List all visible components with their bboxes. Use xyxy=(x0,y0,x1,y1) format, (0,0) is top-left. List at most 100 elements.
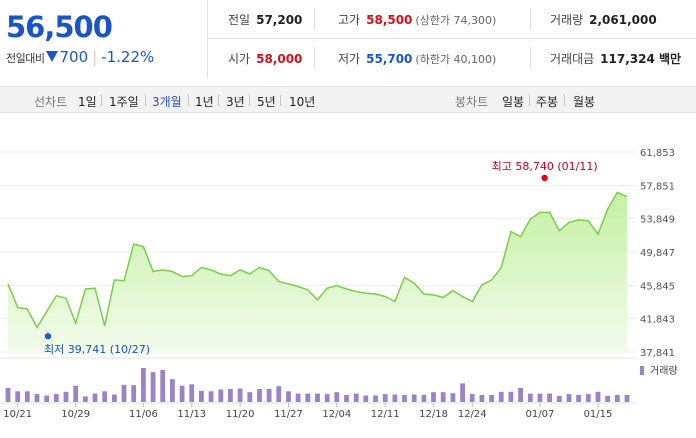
price-line xyxy=(7,191,628,329)
x-tick-label: 01/15 xyxy=(584,409,613,420)
volume-bar xyxy=(353,393,359,402)
divider xyxy=(280,95,281,106)
volume-bar xyxy=(324,394,330,402)
divider xyxy=(529,95,530,106)
x-tick-label: 12/24 xyxy=(458,409,487,420)
volume-bar xyxy=(199,390,204,402)
x-tick-label: 11/20 xyxy=(226,409,255,420)
volume-bar xyxy=(121,384,127,402)
volume-bar xyxy=(83,396,88,402)
period-1y[interactable]: 1년 xyxy=(195,95,214,109)
candle-monthly[interactable]: 월봉 xyxy=(573,95,596,109)
volume-bar xyxy=(556,395,562,402)
period-5y[interactable]: 5년 xyxy=(257,95,276,109)
volume-bar xyxy=(431,392,436,402)
x-tick-label: 12/11 xyxy=(371,409,400,420)
volume-bar xyxy=(15,391,21,402)
volume-bar xyxy=(595,391,601,402)
period-1d[interactable]: 1일 xyxy=(78,95,97,109)
volume-legend-swatch xyxy=(640,366,644,375)
low-marker xyxy=(44,332,52,340)
volume-bar xyxy=(547,393,552,402)
divider xyxy=(314,8,315,30)
x-tick-label: 11/13 xyxy=(177,409,206,420)
volume-bar xyxy=(247,392,253,402)
volume-bar xyxy=(498,391,504,402)
volume-bar xyxy=(363,395,369,402)
price-stats: 전일 57,200 고가 58,500 (상한가 74,300) 거래량 2,061,0… xyxy=(208,0,696,78)
y-tick-label: 53,849 xyxy=(640,215,675,226)
low-annotation: 최저 39,741 (10/27) xyxy=(44,343,150,356)
y-tick-label: 61,853 xyxy=(640,148,675,159)
volume-bar xyxy=(614,395,620,402)
volume-bar xyxy=(179,385,185,402)
volume-bar xyxy=(276,386,282,402)
volume-bar xyxy=(479,395,485,402)
volume-bar xyxy=(266,389,272,402)
volume-bar xyxy=(34,394,40,402)
divider xyxy=(249,95,250,106)
x-tick-label: 10/29 xyxy=(61,409,90,420)
volume-bar xyxy=(421,395,427,402)
volume-bar xyxy=(440,392,446,402)
x-tick-label: 11/06 xyxy=(129,409,158,420)
x-tick-label: 01/07 xyxy=(526,409,555,420)
divider xyxy=(564,95,565,106)
y-axis-ticks: 61,853 57,851 53,849 49,847 45,845 41,843 37,8… xyxy=(640,148,675,359)
x-tick-label: 12/18 xyxy=(419,409,448,420)
period-1w[interactable]: 1주일 xyxy=(109,95,139,109)
price-summary: 56,500 전일대비 700 | -1.22% xyxy=(0,0,208,78)
divider xyxy=(101,95,102,106)
period-selector: 선차트 1일 1주일 3개월 1년 3년 5년 10년 봉차트 일봉 주봉 월봉 xyxy=(0,86,696,113)
volume-bar xyxy=(141,368,146,402)
volume-bar xyxy=(382,394,388,402)
x-axis-ticks: 10/21 10/29 11/06 11/13 11/20 11/27 12/04 12/11… xyxy=(3,403,612,420)
x-tick-label: 11/27 xyxy=(274,409,303,420)
period-3y[interactable]: 3년 xyxy=(226,95,245,109)
volume-bar xyxy=(392,394,398,402)
period-10y[interactable]: 10년 xyxy=(289,95,316,109)
divider xyxy=(530,8,531,30)
candle-chart-label: 봉차트 xyxy=(455,95,489,109)
divider xyxy=(314,47,315,69)
volume-bar xyxy=(469,394,475,402)
volume-bar xyxy=(112,394,117,402)
open-price: 시가 58,000 xyxy=(228,52,303,66)
volume-bar xyxy=(344,395,349,402)
y-tick-label: 45,845 xyxy=(640,281,675,292)
volume-bar xyxy=(537,393,543,402)
high-annotation: 최고 58,740 (01/11) xyxy=(492,160,598,173)
y-tick-label: 37,841 xyxy=(640,348,675,359)
price-chart: 61,853 57,851 53,849 49,847 45,845 41,843 37,8… xyxy=(0,148,678,420)
volume-bar xyxy=(92,393,98,402)
volume-bar xyxy=(508,391,514,402)
volume-bar xyxy=(411,394,417,402)
volume-bar xyxy=(24,391,30,402)
stats-row-2: 시가 58,000 저가 55,700 (하한가 40,100) 거래대금 117,32… xyxy=(208,39,696,78)
volume-bar xyxy=(160,369,166,402)
volume-bar xyxy=(295,393,301,402)
line-chart-label: 선차트 xyxy=(34,95,68,109)
down-triangle-icon xyxy=(46,51,59,62)
volume-bar xyxy=(131,385,137,402)
volume-bar xyxy=(450,393,456,402)
volume-bar xyxy=(402,395,407,402)
candle-weekly[interactable]: 주봉 xyxy=(536,95,559,109)
volume-bar xyxy=(189,384,195,402)
divider xyxy=(218,95,219,106)
volume-bar xyxy=(208,391,214,402)
period-3m[interactable]: 3개월 xyxy=(152,95,182,109)
change-percent: -1.22% xyxy=(101,48,155,66)
volume-bar xyxy=(576,395,581,402)
candle-daily[interactable]: 일봉 xyxy=(502,95,525,109)
volume-bar xyxy=(237,388,243,402)
volume-bar xyxy=(53,394,59,402)
volume-bar xyxy=(518,388,523,402)
day-high: 고가 58,500 (상한가 74,300) xyxy=(338,13,497,27)
volume-bar xyxy=(102,391,108,402)
stats-row-1: 전일 57,200 고가 58,500 (상한가 74,300) 거래량 2,061,0… xyxy=(208,0,696,39)
volume-bar xyxy=(460,383,465,402)
price-area xyxy=(8,192,627,354)
volume-bar xyxy=(527,393,533,402)
